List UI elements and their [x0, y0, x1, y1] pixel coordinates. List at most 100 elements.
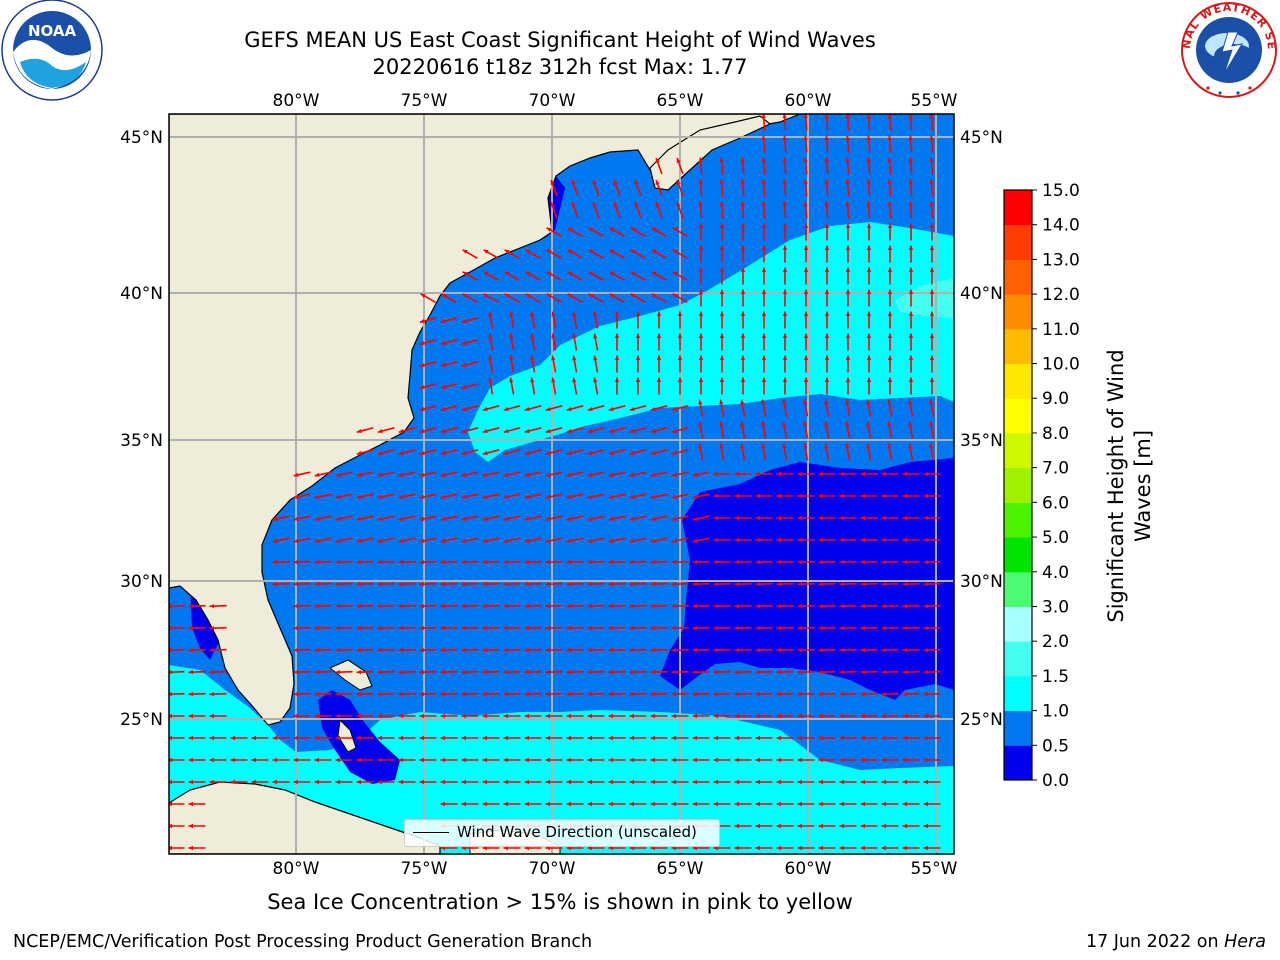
wave-direction-arrowhead [782, 223, 788, 228]
wave-direction-arrowhead [908, 311, 914, 316]
wave-direction-arrowhead [169, 626, 173, 631]
wave-direction-arrowhead [755, 801, 760, 807]
lon-label-bottom: 55°W [911, 859, 958, 879]
wave-direction-arrowhead [776, 692, 782, 697]
wave-direction-arrowhead [503, 406, 509, 412]
wave-direction-arrowhead [761, 443, 766, 449]
wave-direction-arrowhead [719, 377, 725, 382]
wave-direction-arrowhead [824, 289, 830, 294]
wave-direction-arrowhead [503, 494, 509, 499]
wave-direction-arrowhead [860, 471, 865, 477]
wave-direction-arrowhead [503, 713, 508, 719]
wave-direction-arrowhead [524, 713, 529, 719]
lon-label-bottom: 65°W [657, 859, 704, 879]
wave-direction-arrowhead [419, 713, 424, 719]
wave-direction-arrowhead [545, 494, 551, 499]
wave-direction-arrowhead [755, 823, 760, 829]
wave-direction-arrowhead [588, 227, 594, 232]
wave-direction-arrowhead [314, 757, 319, 763]
wave-direction-arrowhead [650, 450, 656, 456]
wave-direction-arrowhead [803, 245, 809, 250]
wave-direction-arrowhead [419, 560, 425, 565]
wave-direction-arrowhead [335, 626, 341, 631]
lat-label-left: 45°N [120, 128, 163, 148]
wave-direction-arrowhead [293, 560, 299, 565]
wave-direction-arrowhead [782, 311, 788, 316]
lon-label-top: 65°W [657, 91, 704, 111]
colorbar-tick-label: 1.0 [1042, 702, 1069, 722]
wave-direction-arrowhead [587, 604, 593, 609]
wave-direction-arrowhead [545, 713, 550, 719]
colorbar-bin [1004, 571, 1032, 607]
wave-direction-arrowhead [545, 582, 551, 587]
wave-direction-arrowhead [803, 289, 809, 294]
wave-direction-arrowhead [503, 428, 509, 434]
wave-direction-arrowhead [803, 421, 808, 427]
wave-direction-arrowhead [251, 735, 256, 741]
wave-direction-arrowhead [866, 311, 872, 316]
wave-direction-arrowhead [887, 223, 893, 228]
wave-direction-arrowhead [440, 648, 446, 653]
wave-direction-arrowhead [655, 180, 660, 185]
wave-direction-arrowhead [908, 355, 914, 360]
wave-direction-arrowhead [734, 670, 740, 675]
wave-direction-arrowhead [272, 582, 278, 587]
wave-direction-arrowhead [866, 377, 872, 382]
wave-direction-arrowhead [818, 801, 823, 807]
wave-direction-arrowhead [440, 384, 446, 390]
wave-direction-arrowhead [818, 515, 823, 521]
wave-direction-arrowhead [483, 293, 489, 298]
wave-direction-arrowhead [866, 421, 871, 427]
wave-direction-arrowhead [887, 421, 892, 427]
wave-direction-arrowhead [461, 428, 467, 434]
wave-direction-arrowhead [929, 333, 935, 338]
wave-direction-arrowhead [377, 516, 383, 521]
wave-direction-arrowhead [845, 333, 851, 338]
wave-direction-arrowhead [845, 179, 850, 185]
wave-direction-arrowhead [608, 406, 614, 412]
wave-direction-arrowhead [797, 692, 803, 697]
wave-direction-arrowhead [613, 180, 618, 185]
wave-direction-arrowhead [734, 537, 739, 543]
wave-direction-arrowhead [839, 582, 845, 587]
colorbar-bin [1004, 745, 1032, 781]
wave-direction-arrowhead [419, 757, 424, 763]
wave-direction-arrowhead [671, 692, 677, 697]
wave-direction-arrowhead [440, 757, 445, 763]
wave-direction-arrowhead [824, 179, 829, 185]
wave-direction-arrowhead [461, 626, 467, 631]
wave-direction-arrowhead [314, 670, 320, 675]
wave-direction-arrowhead [676, 180, 681, 185]
wave-direction-arrowhead [923, 801, 928, 807]
wave-direction-arrowhead [188, 735, 193, 741]
wave-direction-arrowhead [335, 670, 341, 675]
wave-direction-arrowhead [676, 202, 681, 207]
wave-direction-arrowhead [567, 249, 573, 254]
lat-label-right: 35°N [960, 431, 1003, 451]
wave-direction-arrowhead [377, 472, 383, 477]
wave-direction-arrowhead [839, 692, 845, 697]
wave-direction-arrowhead [524, 648, 530, 653]
wave-direction-arrowhead [587, 626, 593, 631]
wave-direction-arrowhead [419, 318, 425, 324]
wave-direction-arrowhead [923, 626, 929, 631]
wave-direction-arrowhead [608, 516, 614, 521]
wave-direction-arrowhead [692, 757, 697, 763]
wave-direction-arrowhead [782, 157, 787, 163]
wave-direction-arrowhead [881, 735, 886, 741]
wave-direction-arrowhead [314, 692, 320, 697]
wave-direction-arrowhead [713, 692, 719, 697]
wave-direction-arrowhead [419, 735, 424, 741]
wave-direction-arrowhead [398, 604, 404, 609]
wave-direction-arrowhead [734, 582, 740, 587]
wave-direction-arrowhead [776, 471, 781, 477]
wave-direction-arrowhead [860, 582, 866, 587]
wave-direction-arrowhead [671, 450, 677, 456]
wave-direction-arrowhead [692, 582, 698, 587]
colorbar-tick-label: 6.0 [1042, 493, 1069, 513]
wave-direction-arrowhead [776, 779, 781, 785]
wave-direction-arrowhead [776, 648, 782, 653]
wave-direction-arrowhead [824, 311, 830, 316]
lat-label-left: 30°N [120, 572, 163, 592]
wave-direction-arrowhead [782, 289, 788, 294]
